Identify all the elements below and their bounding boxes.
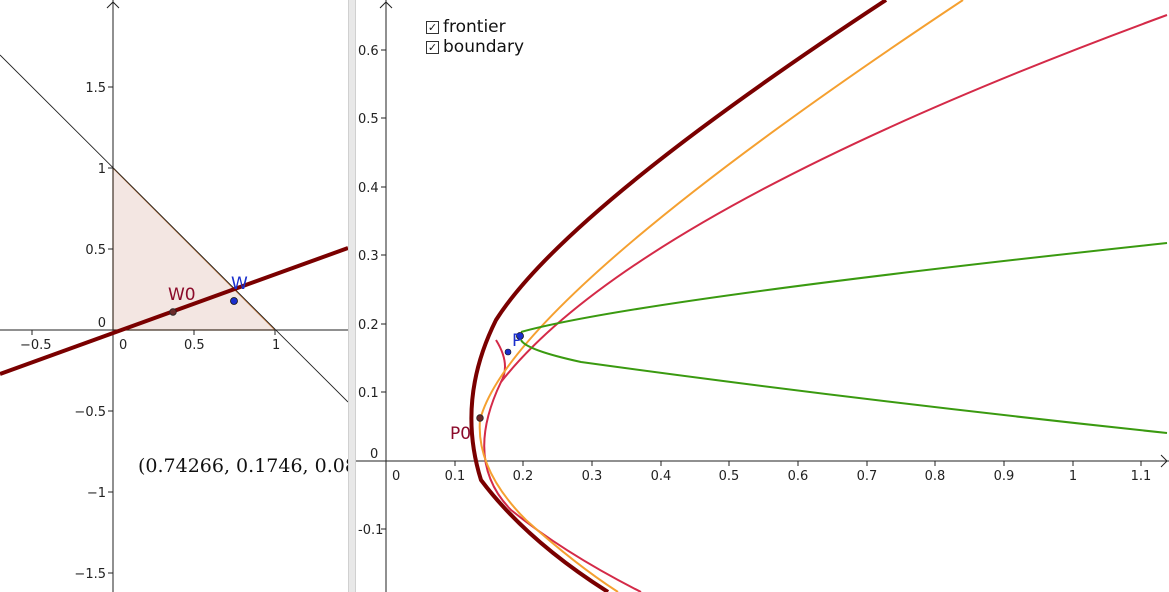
- left-y-tick-label: −1.5: [74, 567, 106, 582]
- right-x-tick-label: 0.1: [445, 469, 466, 484]
- view-divider[interactable]: [348, 0, 356, 592]
- right-y-tick-label: 0.1: [358, 386, 379, 401]
- left-x-tick-marks: [31, 330, 276, 335]
- right-y-tick-marks: [381, 49, 386, 530]
- crimson-curve-upper: [500, 14, 1168, 383]
- right-x-tick-label: 0.7: [857, 469, 878, 484]
- weight-space-plot[interactable]: −0.5 0 0.5 1 1.5 1 0.5 0 −0.5 −1 −1.5 W0…: [0, 0, 348, 592]
- point-w[interactable]: [230, 297, 238, 305]
- y-axis-arrow: [379, 1, 393, 9]
- left-x-tick-label: 0: [119, 338, 127, 353]
- crimson-curve: [483, 339, 642, 592]
- x-axis-arrow: [1160, 454, 1168, 468]
- boundary-checkbox[interactable]: ✓: [426, 40, 439, 54]
- left-y-tick-label: 1.5: [85, 81, 106, 96]
- efficient-frontier-curve: [469, 0, 888, 592]
- frontier-plot[interactable]: 0 0.1 0.2 0.3 0.4 0.5 0.6 0.7 0.8 0.9 1 …: [356, 0, 1169, 592]
- right-graphics-view[interactable]: 0 0.1 0.2 0.3 0.4 0.5 0.6 0.7 0.8 0.9 1 …: [356, 0, 1169, 592]
- point-p-label: P: [512, 331, 522, 351]
- left-x-tick-label: 0.5: [184, 338, 205, 353]
- y-axis-arrow: [106, 1, 120, 9]
- left-graphics-view[interactable]: −0.5 0 0.5 1 1.5 1 0.5 0 −0.5 −1 −1.5 W0…: [0, 0, 348, 592]
- left-y-tick-label: −1: [87, 486, 106, 501]
- left-x-tick-label: 1: [272, 338, 280, 353]
- toggle-frontier[interactable]: ✓ frontier: [426, 17, 524, 37]
- right-x-tick-label: 0.8: [925, 469, 946, 484]
- frontier-checkbox-label: frontier: [443, 17, 506, 37]
- right-x-tick-label: 1.1: [1131, 469, 1152, 484]
- left-y-tick-label: −0.5: [74, 405, 106, 420]
- point-on-frontier[interactable]: [504, 348, 512, 356]
- point-w-label: W: [231, 274, 248, 294]
- right-x-tick-label: 0.6: [788, 469, 809, 484]
- right-x-tick-label: 0.4: [651, 469, 672, 484]
- frontier-checkbox[interactable]: ✓: [426, 20, 439, 34]
- right-x-tick-marks: [454, 461, 1142, 466]
- boundary-checkbox-label: boundary: [443, 37, 524, 57]
- right-x-tick-label: 0: [392, 469, 400, 484]
- point-w0-label: W0: [168, 285, 196, 305]
- right-y-tick-label: -0.1: [358, 523, 383, 538]
- point-p0-label: P0: [450, 424, 471, 444]
- right-y-tick-label: 0.3: [358, 249, 379, 264]
- green-curve-lower: [520, 339, 1168, 434]
- right-x-tick-label: 0.3: [582, 469, 603, 484]
- sum-constraint-line: [0, 54, 348, 403]
- right-y-tick-label: 0: [370, 447, 378, 462]
- toggle-boundary[interactable]: ✓ boundary: [426, 37, 524, 57]
- right-y-tick-label: 0.2: [358, 318, 379, 333]
- curve-visibility-toggles: ✓ frontier ✓ boundary: [426, 17, 524, 57]
- left-x-tick-label: −0.5: [20, 338, 52, 353]
- point-w0[interactable]: [169, 308, 177, 316]
- right-x-tick-label: 0.9: [994, 469, 1015, 484]
- right-x-tick-label: 0.5: [719, 469, 740, 484]
- orange-curve-upper: [479, 0, 964, 421]
- weight-coordinates-text: (0.74266, 0.1746, 0.08: [138, 455, 348, 477]
- point-p0[interactable]: [476, 414, 484, 422]
- left-y-tick-label: 0.5: [85, 243, 106, 258]
- right-y-tick-label: 0.6: [358, 44, 379, 59]
- right-x-tick-label: 1: [1069, 469, 1077, 484]
- green-curve-upper: [520, 242, 1168, 333]
- right-y-tick-label: 0.4: [358, 181, 379, 196]
- left-y-tick-label: 1: [98, 162, 106, 177]
- left-y-tick-marks: [108, 86, 113, 574]
- left-y-tick-label: 0: [98, 316, 106, 331]
- right-y-tick-label: 0.5: [358, 112, 379, 127]
- point-p[interactable]: [516, 332, 524, 340]
- orange-curve-lower: [478, 419, 619, 592]
- right-x-tick-label: 0.2: [513, 469, 534, 484]
